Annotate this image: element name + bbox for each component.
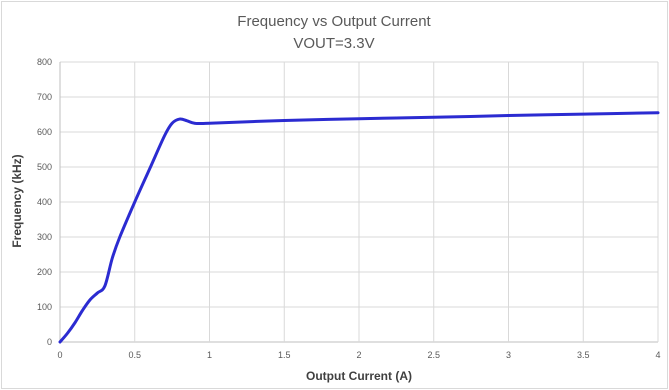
- x-tick-label: 2: [356, 350, 361, 360]
- x-tick-label: 1: [207, 350, 212, 360]
- x-tick-label: 2.5: [427, 350, 440, 360]
- x-tick-label: 4: [655, 350, 660, 360]
- y-tick-label: 0: [47, 337, 52, 347]
- y-tick-label: 200: [37, 267, 52, 277]
- y-tick-label: 100: [37, 302, 52, 312]
- x-tick-label: 1.5: [278, 350, 291, 360]
- x-tick-label: 3: [506, 350, 511, 360]
- y-tick-label: 300: [37, 232, 52, 242]
- x-tick-label: 0: [57, 350, 62, 360]
- x-tick-label: 3.5: [577, 350, 590, 360]
- x-tick-label: 0.5: [128, 350, 141, 360]
- frequency-series-line: [58, 111, 660, 344]
- y-tick-label: 600: [37, 127, 52, 137]
- y-axis-title: Frequency (kHz): [10, 154, 24, 247]
- x-axis-title: Output Current (A): [306, 369, 412, 383]
- grid-layer: [59, 61, 659, 343]
- y-tick-label: 500: [37, 162, 52, 172]
- y-tick-label: 800: [37, 57, 52, 67]
- series-layer: [58, 111, 660, 344]
- y-tick-label: 400: [37, 197, 52, 207]
- chart-title: Frequency vs Output Current: [237, 13, 431, 30]
- chart-subtitle: VOUT=3.3V: [293, 35, 374, 52]
- y-tick-label: 700: [37, 92, 52, 102]
- tick-label-layer: 0 100 200 300 400 500 600 700 800 0 0.5 1 1.5 2 2.5 3 3.…: [37, 57, 661, 360]
